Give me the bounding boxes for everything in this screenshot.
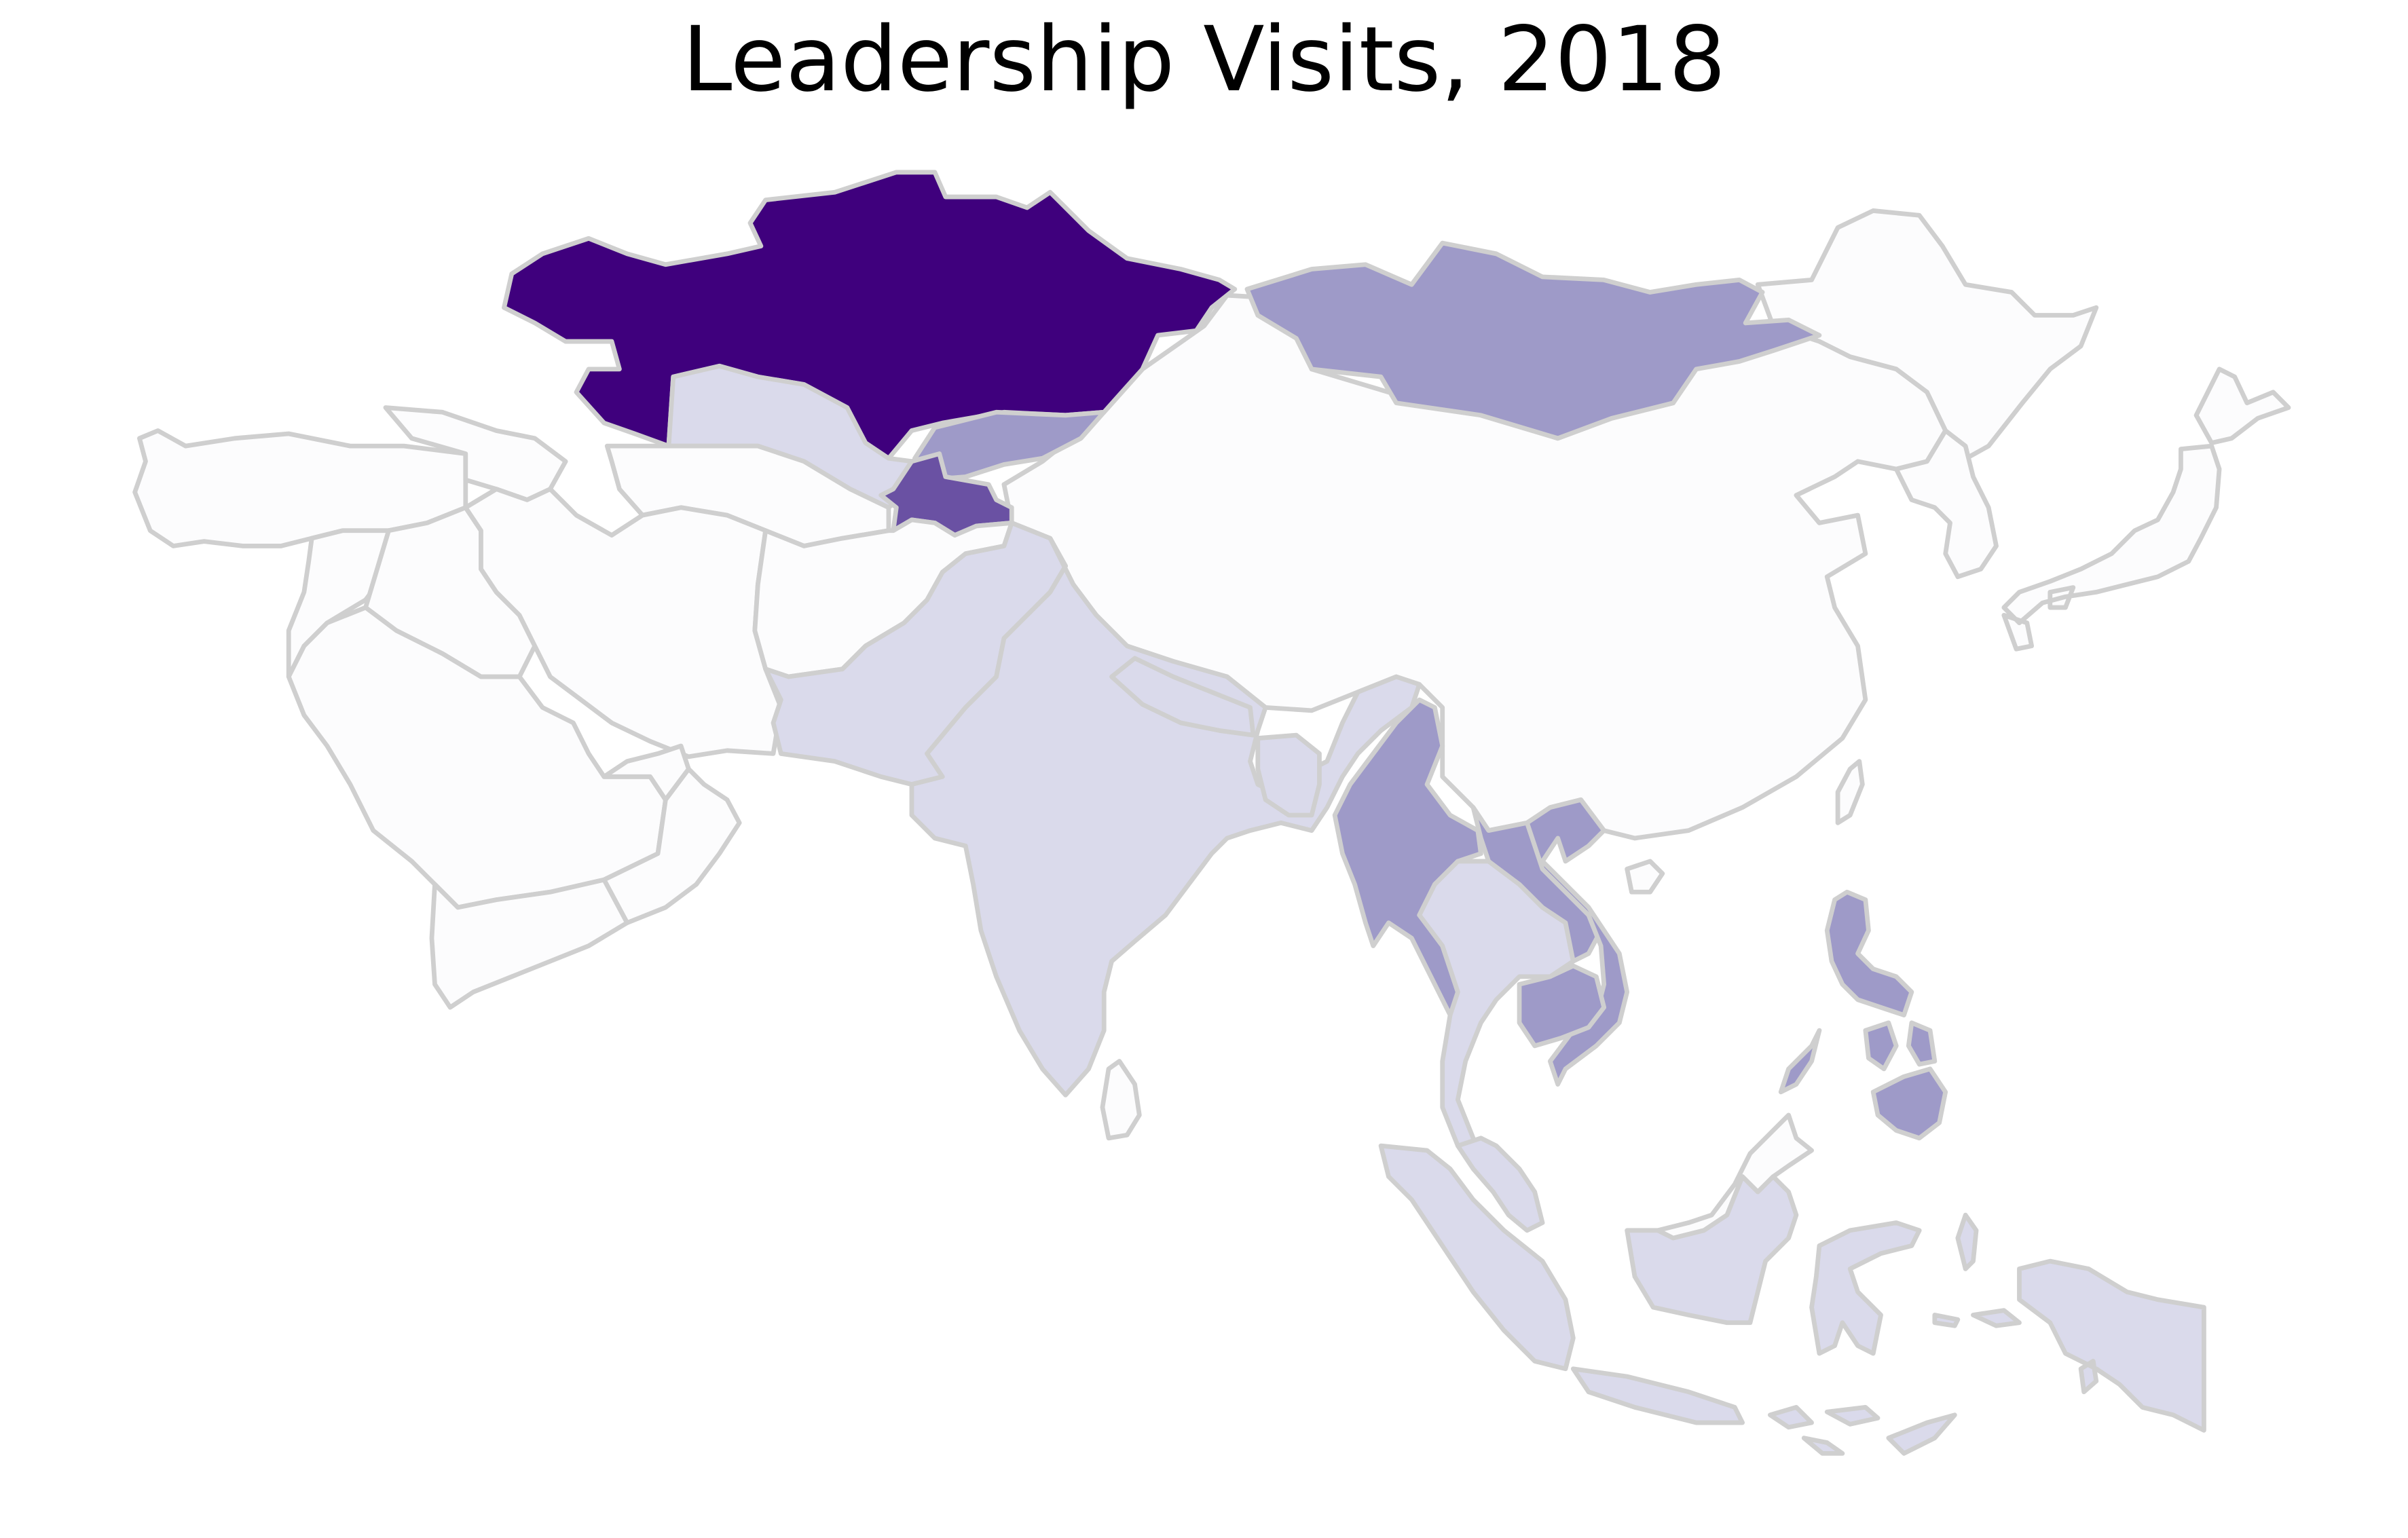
region-cambodia[interactable] <box>1517 963 1607 1049</box>
region-japan[interactable] <box>2001 367 2291 652</box>
region-yemen[interactable] <box>429 877 630 1010</box>
region-taiwan[interactable] <box>1835 759 1865 825</box>
region-malaysia-peninsula[interactable] <box>1455 1136 1545 1233</box>
region-korea[interactable] <box>1893 428 1999 580</box>
region-kazakhstan[interactable] <box>502 170 1238 461</box>
region-indonesia[interactable] <box>1378 1143 2206 1456</box>
region-india[interactable] <box>909 536 1422 1098</box>
map-title: Leadership Visits, 2018 <box>682 7 1726 112</box>
region-hainan[interactable] <box>1625 859 1665 895</box>
region-sri-lanka[interactable] <box>1100 1059 1142 1141</box>
region-bangladesh[interactable] <box>1255 732 1322 818</box>
region-nepal[interactable] <box>1109 656 1256 738</box>
region-oman[interactable] <box>601 766 742 925</box>
region-philippines[interactable] <box>1778 889 1948 1141</box>
region-mongolia[interactable] <box>1244 240 1822 441</box>
region-uae[interactable] <box>601 743 691 802</box>
